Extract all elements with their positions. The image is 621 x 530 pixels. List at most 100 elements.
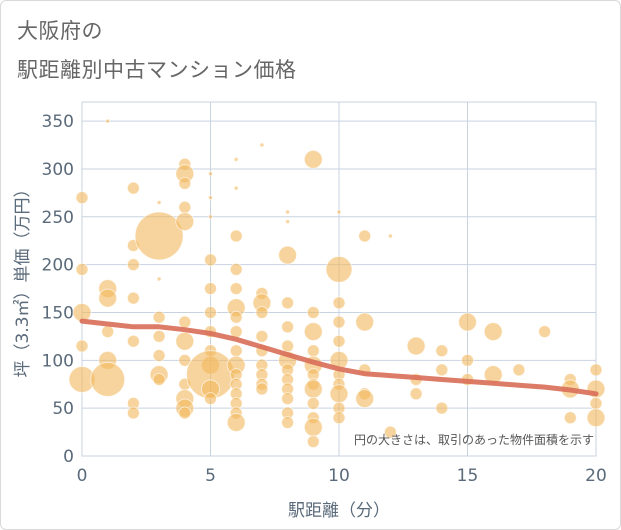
data-bubble [156,199,162,205]
data-bubble [255,305,269,319]
data-bubble [332,334,346,348]
data-bubble [538,325,552,339]
data-bubble [306,435,320,449]
data-bubble [105,118,111,124]
data-bubble [281,392,295,406]
data-bubble [563,411,577,425]
data-bubble [355,312,375,332]
data-bubble [126,258,140,272]
data-bubble [325,255,353,283]
data-bubble [126,291,140,305]
y-tick-label: 50 [52,399,74,419]
data-bubble [332,296,346,310]
data-bubble [178,176,192,190]
data-bubble [589,363,603,377]
data-bubble [75,262,89,276]
x-tick-label: 10 [328,466,350,486]
data-bubble [204,282,217,296]
data-bubble [306,305,320,319]
data-bubble [281,416,295,430]
data-bubble [178,406,192,420]
x-tick-label: 0 [77,466,88,486]
chart-title-line-2: 駅距離別中古マンション価格 [17,58,297,82]
data-bubble [178,315,192,329]
data-bubble [126,334,140,348]
data-bubble [233,156,239,162]
y-axis-title: 坪（3.3㎡）単価（万円） [13,180,33,377]
data-bubble [126,406,140,420]
data-bubble [406,336,426,356]
data-bubble [156,276,162,282]
x-tick-label: 15 [457,466,479,486]
data-bubble [409,387,423,401]
data-bubble [306,396,320,410]
data-bubble [303,322,323,342]
y-tick-label: 150 [42,303,74,323]
data-bubble [329,384,349,404]
data-bubble [336,209,342,215]
x-tick-label: 20 [585,466,607,486]
data-bubble [229,344,243,358]
data-bubble [208,171,213,177]
y-tick-label: 100 [42,351,74,371]
data-bubble [152,329,166,343]
data-bubble [589,396,603,410]
data-bubble [255,329,269,343]
data-bubble [152,372,166,386]
y-tick-label: 200 [42,256,74,276]
data-bubble [126,181,140,195]
data-bubble [152,310,166,324]
data-bubble [229,229,243,243]
data-bubble [306,344,320,358]
data-bubble [226,413,246,433]
y-tick-label: 0 [63,447,74,467]
data-bubble [175,212,195,232]
data-bubble [278,245,298,265]
data-bubble [512,363,526,377]
data-bubble [229,282,243,296]
data-bubble [233,185,239,191]
x-axis-title: 駅距離（分） [288,501,390,521]
data-bubble [281,296,295,310]
x-tick-label: 5 [205,466,216,486]
data-bubble [332,315,346,329]
data-bubble [435,401,449,415]
data-bubble [204,305,217,319]
data-bubble [208,195,213,201]
data-bubble [90,361,126,397]
data-bubble [358,229,372,243]
data-bubble [461,353,474,367]
data-bubble [175,331,195,351]
data-bubble [259,142,265,148]
data-bubble [285,209,291,215]
data-bubble [281,339,295,353]
data-bubble [285,219,291,225]
data-bubble [458,312,477,332]
data-bubble [152,349,166,363]
data-bubble [586,408,606,428]
data-bubble [229,262,243,276]
data-bubble [332,411,346,425]
data-bubble [383,425,397,439]
data-bubble [303,149,323,169]
data-bubble [229,310,243,324]
data-bubble [204,253,217,267]
data-bubble [98,288,118,308]
data-bubble [75,339,89,353]
chart-title-line-1: 大阪府の [17,19,103,43]
data-bubble [435,344,449,358]
data-bubble [204,392,217,406]
trend-line [79,318,599,397]
y-tick-label: 300 [42,160,74,180]
y-tick-label: 250 [42,208,74,228]
data-bubble [178,200,192,214]
data-bubble [483,322,503,342]
bubble-group [68,118,606,449]
data-bubble [101,325,115,339]
data-bubble [75,191,89,205]
data-bubble [281,320,295,334]
data-bubble [255,382,269,396]
data-bubble [387,233,393,239]
data-bubble [303,417,323,437]
